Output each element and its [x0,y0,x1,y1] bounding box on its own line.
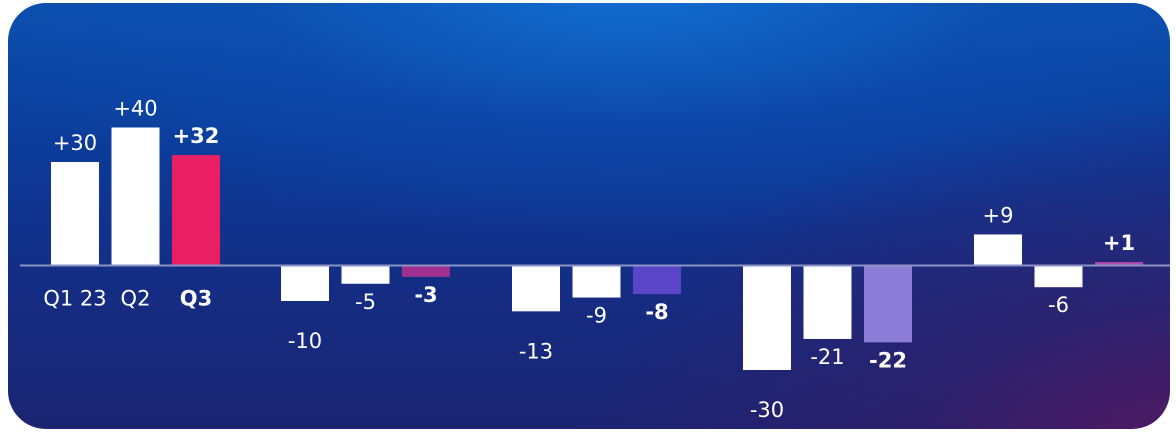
value-label-g1-b0: -10 [288,329,322,353]
bar-g2-b0 [512,266,560,312]
bar-g1-b2 [402,266,450,277]
value-label-g2-b1: -9 [586,304,607,328]
bar-g1-b0 [281,266,329,301]
value-label-g2-b2: -8 [645,300,668,324]
category-label-2: Q3 [180,287,212,311]
value-label-g4-b0: +9 [983,203,1014,227]
value-label-g3-b1: -21 [810,345,844,369]
value-label-g1-b2: -3 [414,283,437,307]
labels-layer: +30 Q1 23 +40 Q2 +32 Q3 -10 -5 -3 -13 -9 -8 -30 -21 -2… [43,97,1135,423]
bar-g3-b1 [803,266,852,339]
value-label-g2-b0: -13 [519,339,553,363]
bar-g4-b0 [974,234,1022,266]
category-label-0: Q1 23 [43,287,106,311]
bars-layer [51,127,1143,370]
value-label-g4-b1: -6 [1048,293,1069,317]
bar-g0-b0 [51,162,99,266]
value-label-g3-b2: -22 [869,348,907,372]
bar-g4-b2 [1095,262,1143,266]
chart-panel: +30 Q1 23 +40 Q2 +32 Q3 -10 -5 -3 -13 -9 -8 -30 -21 -2… [8,3,1170,429]
bar-g3-b0 [743,266,791,370]
bar-g0-b1 [111,127,160,266]
bar-g1-b1 [341,266,390,284]
value-label-g1-b1: -5 [355,290,376,314]
bar-g2-b1 [572,266,621,298]
bar-g0-b2 [172,155,220,266]
value-label-g4-b2: +1 [1103,231,1135,255]
bar-g3-b2 [864,266,912,343]
value-label-g0-b1: +40 [113,97,157,121]
value-label-g3-b0: -30 [750,398,784,422]
category-label-1: Q2 [121,287,151,311]
value-label-g0-b0: +30 [53,131,97,155]
bar-chart: +30 Q1 23 +40 Q2 +32 Q3 -10 -5 -3 -13 -9 -8 -30 -21 -2… [20,97,1170,423]
bar-g2-b2 [633,266,681,295]
bar-g4-b1 [1034,266,1083,288]
value-label-g0-b2: +32 [173,124,220,148]
